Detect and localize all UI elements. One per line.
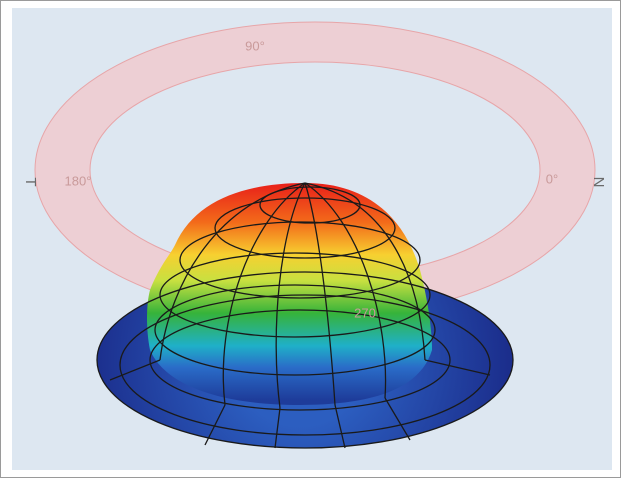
ring-label: 90° bbox=[245, 38, 265, 53]
ring-label: 180° bbox=[65, 173, 92, 188]
ring-label: 270 bbox=[354, 305, 376, 320]
side-label: N bbox=[590, 177, 607, 188]
mesh bbox=[96, 182, 514, 449]
dome bbox=[147, 183, 432, 405]
side-label: T bbox=[22, 177, 39, 186]
ring-label: 0° bbox=[546, 171, 558, 186]
